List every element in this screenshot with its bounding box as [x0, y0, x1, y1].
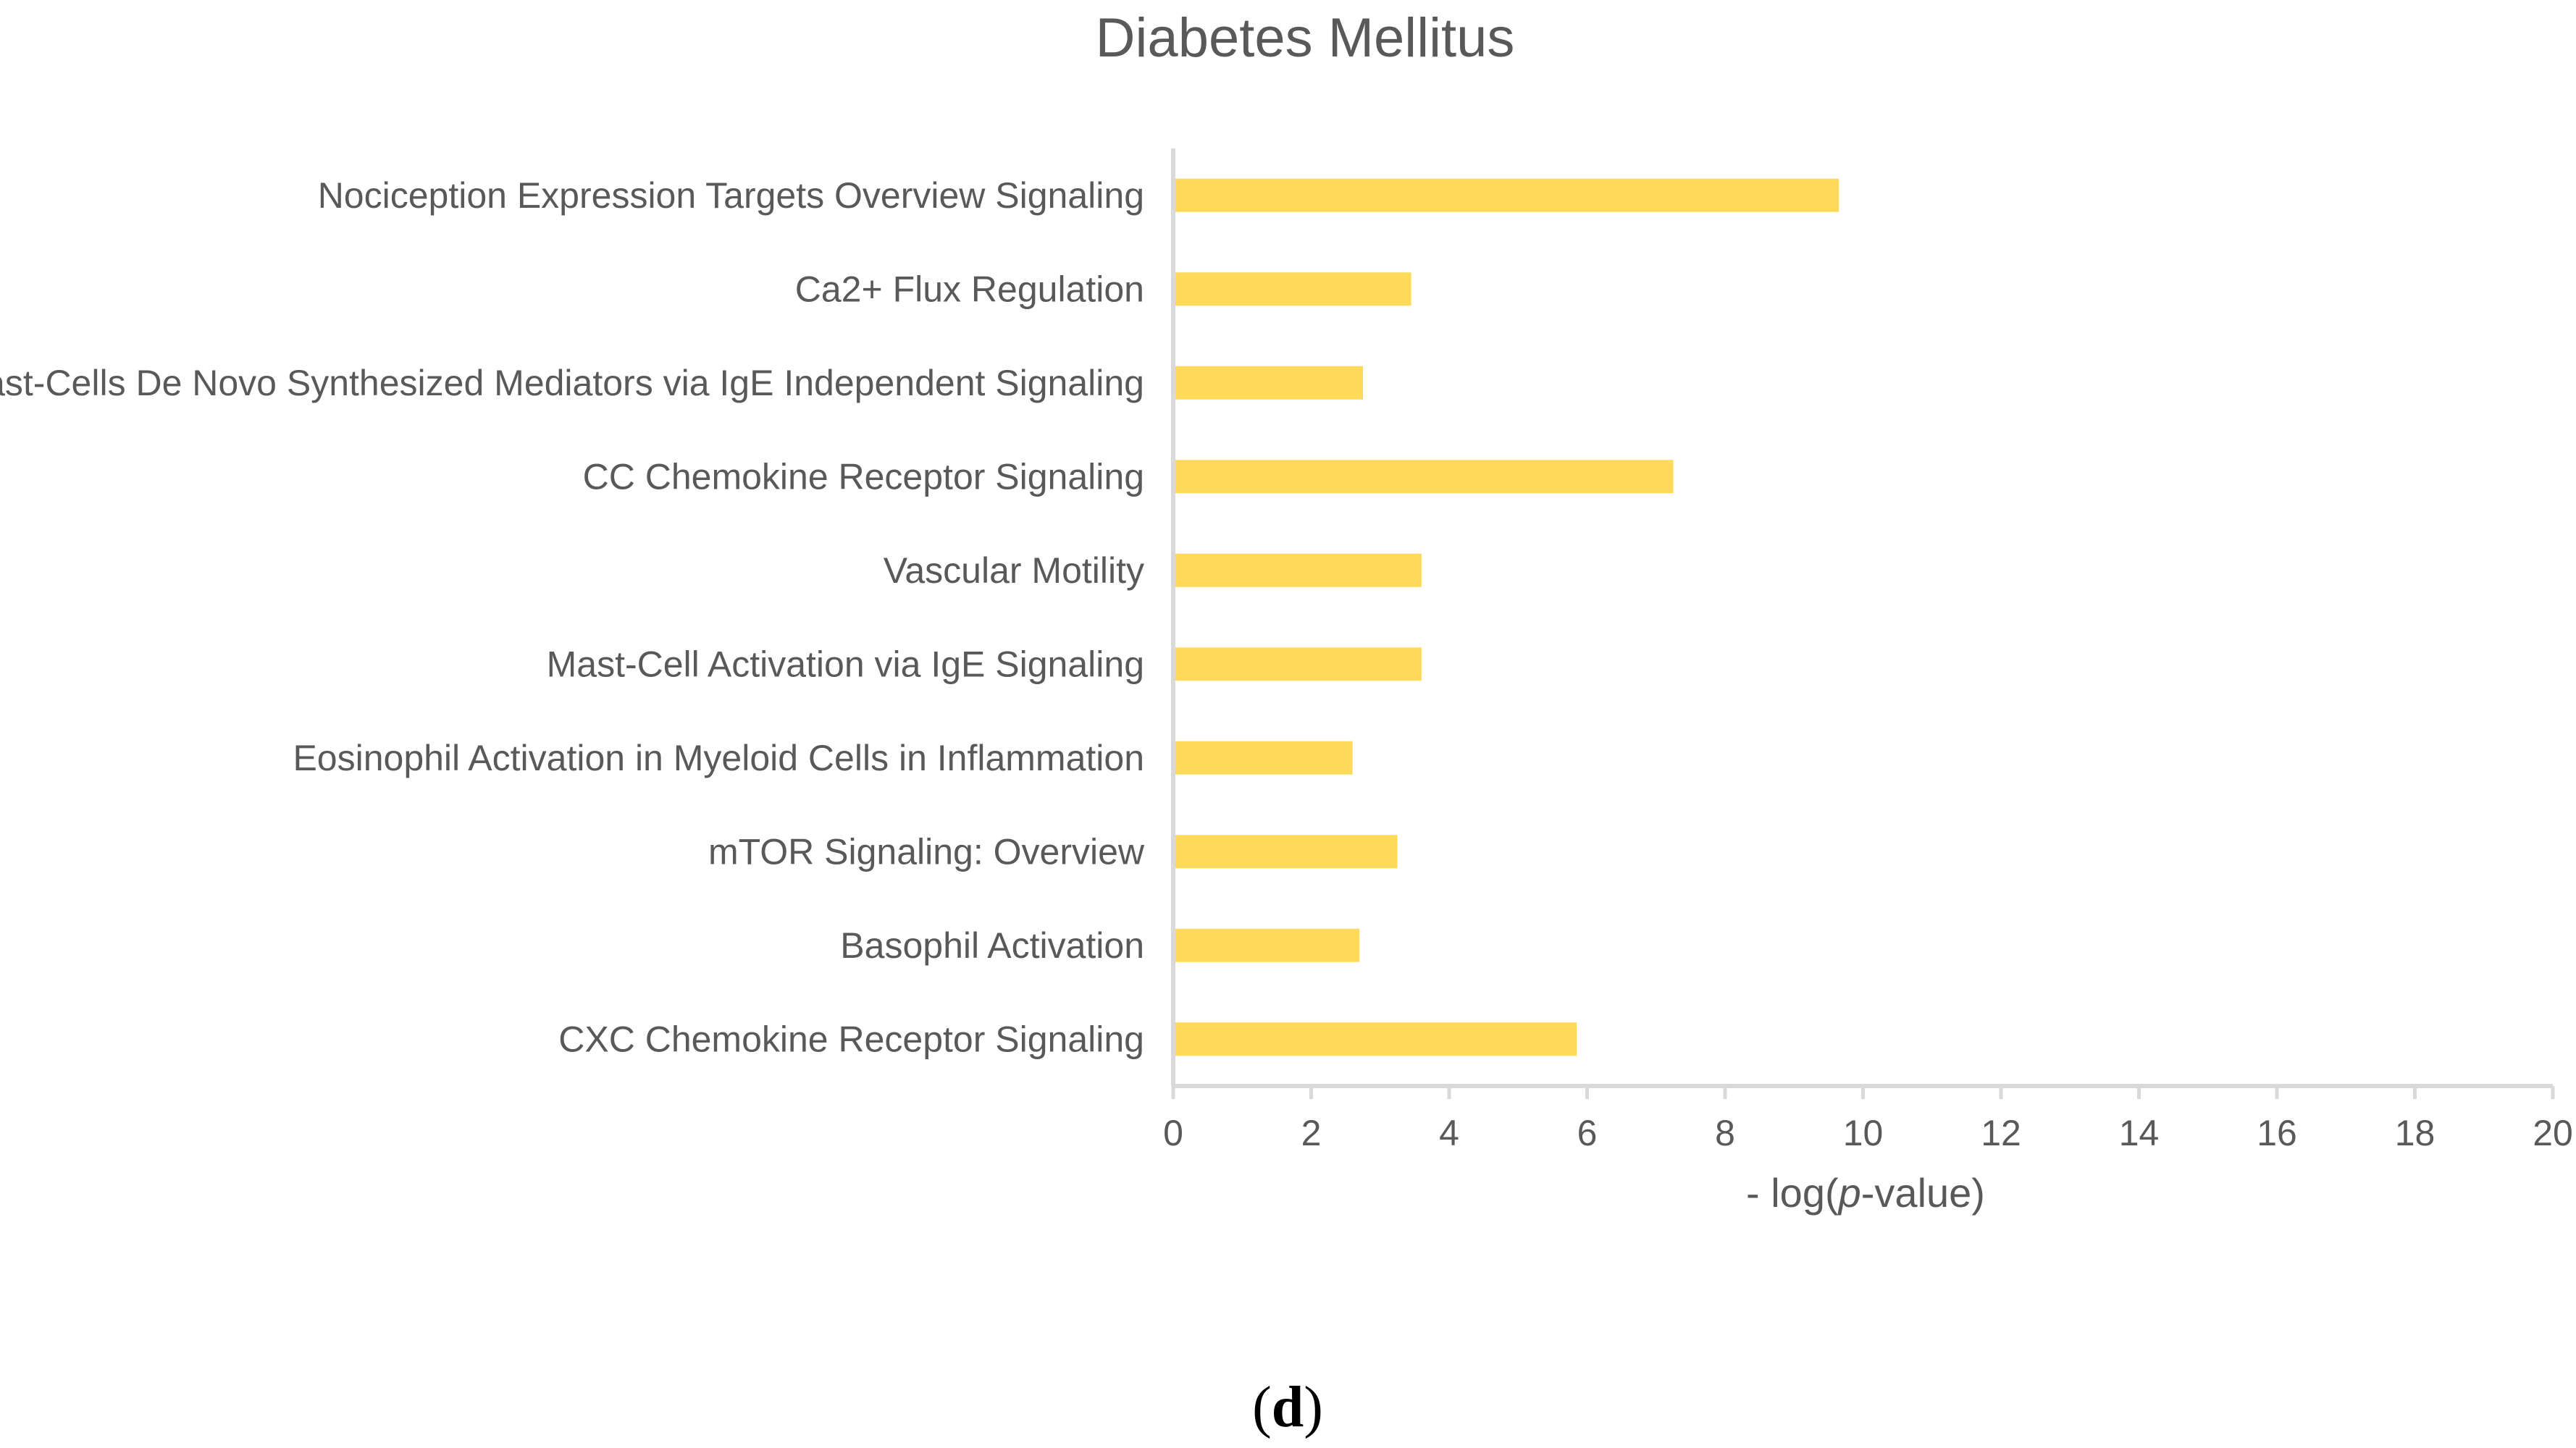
bar-7: [1173, 741, 1353, 775]
category-label-7: Eosinophil Activation in Myeloid Cells i…: [293, 738, 1144, 778]
category-label-9: Basophil Activation: [840, 925, 1144, 966]
bars-group: [1173, 178, 1839, 1056]
bar-8: [1173, 835, 1398, 869]
x-tick-label-4: 8: [1715, 1113, 1735, 1153]
x-tick-label-2: 4: [1439, 1113, 1459, 1153]
category-label-5: Vascular Motility: [884, 550, 1144, 591]
panel-label-open: (: [1252, 1376, 1272, 1439]
bar-9: [1173, 928, 1360, 962]
category-label-10: CXC Chemokine Receptor Signaling: [558, 1019, 1144, 1059]
bar-2: [1173, 272, 1411, 306]
bar-10: [1173, 1022, 1577, 1056]
bar-3: [1173, 366, 1363, 400]
x-axis-ticks: 0 2 4 6 8 10 12 14 16 18 20: [1163, 1086, 2573, 1153]
x-axis-title-suffix: -value): [1861, 1170, 1985, 1216]
x-tick-label-9: 18: [2395, 1113, 2436, 1153]
panel-label: (d): [1252, 1376, 1323, 1439]
bar-4: [1173, 460, 1674, 494]
panel-label-letter: d: [1272, 1376, 1304, 1439]
x-tick-label-0: 0: [1163, 1113, 1183, 1153]
category-label-4: CC Chemokine Receptor Signaling: [583, 456, 1144, 497]
x-tick-label-7: 14: [2119, 1113, 2160, 1153]
x-tick-label-1: 2: [1301, 1113, 1322, 1153]
x-tick-label-6: 12: [1981, 1113, 2021, 1153]
x-axis-title-prefix: - log(: [1746, 1170, 1839, 1216]
x-tick-label-5: 10: [1843, 1113, 1884, 1153]
x-tick-label-10: 20: [2533, 1113, 2573, 1153]
category-label-3: Mast-Cells De Novo Synthesized Mediators…: [0, 363, 1144, 403]
category-label-2: Ca2+ Flux Regulation: [795, 269, 1144, 309]
chart-title: Diabetes Mellitus: [1096, 7, 1515, 69]
category-labels: Nociception Expression Targets Overview …: [0, 175, 1145, 1060]
category-label-6: Mast-Cell Activation via IgE Signaling: [547, 644, 1144, 684]
x-axis-title: - log(p-value): [1746, 1170, 1985, 1216]
bar-1: [1173, 178, 1839, 212]
bar-6: [1173, 647, 1422, 681]
category-label-8: mTOR Signaling: Overview: [708, 831, 1145, 872]
x-tick-label-3: 6: [1577, 1113, 1598, 1153]
panel-label-close: ): [1304, 1376, 1323, 1439]
bar-5: [1173, 553, 1422, 587]
category-label-1: Nociception Expression Targets Overview …: [318, 175, 1144, 216]
x-axis-title-italic: p: [1837, 1170, 1861, 1216]
x-tick-label-8: 16: [2257, 1113, 2297, 1153]
